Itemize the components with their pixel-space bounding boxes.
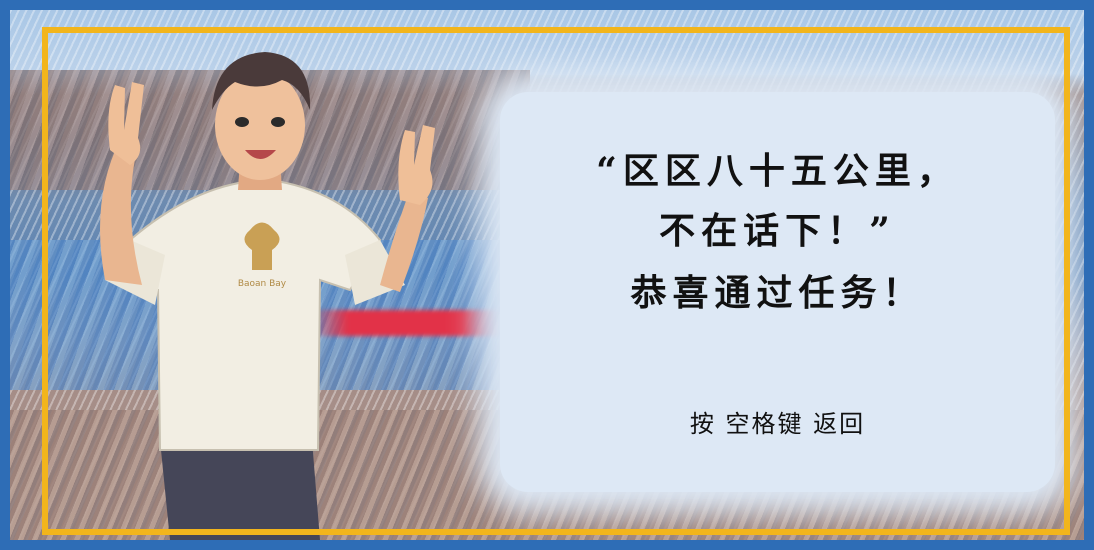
shirt-logo-text: Baoan Bay	[238, 279, 287, 289]
gold-frame	[42, 27, 1070, 535]
quote-line-2: 不在话下！”	[659, 210, 896, 252]
background-red-stripe	[310, 310, 500, 336]
character-illustration: Baoan Bay	[100, 52, 435, 540]
congrats-text: 恭喜通过任务！	[630, 272, 925, 314]
return-hint: 按 空格键 返回	[689, 410, 866, 438]
message-panel: “区区八十五公里， 不在话下！” 恭喜通过任务！ 按 空格键 返回	[500, 92, 1055, 492]
quote-line-1: “区区八十五公里，	[596, 150, 959, 192]
game-scene: Baoan Bay “区区八十五公里， 不在话下！” 恭喜通过任务！ 按 空格键…	[10, 10, 1084, 540]
